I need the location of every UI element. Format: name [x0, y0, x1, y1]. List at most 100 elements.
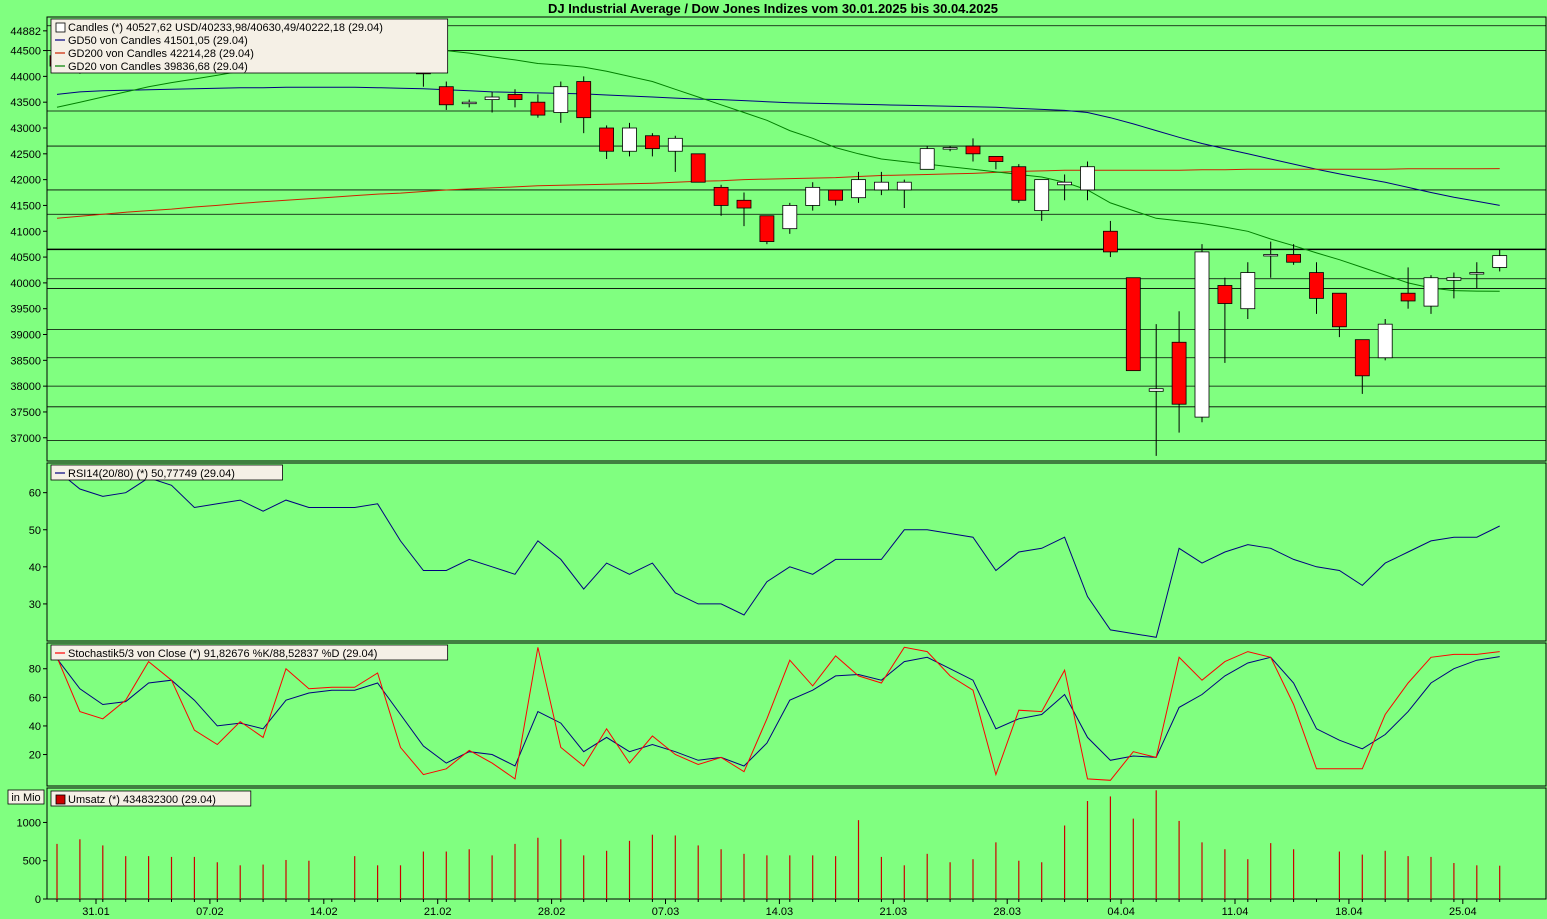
- candle-body: [599, 127, 614, 152]
- price-axis-tick-label: 40500: [10, 252, 41, 264]
- candle-body: [645, 135, 660, 150]
- candle-body: [438, 86, 454, 106]
- x-tick-label: 04.04: [1107, 906, 1135, 918]
- volume-legend-box: [50, 790, 252, 807]
- stoch-axis-tick-label: 60: [29, 692, 41, 704]
- candle-body: [1103, 230, 1118, 253]
- price-axis-tick-label: 44882: [10, 26, 41, 38]
- candle-body: [1263, 254, 1279, 257]
- candle-body: [942, 147, 958, 150]
- candle-body: [667, 137, 683, 152]
- price-axis-tick-label: 44500: [10, 46, 41, 58]
- candle-body: [553, 86, 569, 113]
- series-line-gd200: [56, 168, 1500, 219]
- series-line-stoch-d: [56, 656, 1500, 767]
- x-tick-label: 14.03: [766, 906, 794, 918]
- x-tick-label: 25.04: [1449, 906, 1477, 918]
- candle-body: [1057, 181, 1072, 186]
- candle-body: [576, 81, 592, 119]
- candle-body: [1194, 251, 1210, 418]
- candle-body: [1217, 285, 1233, 304]
- series-line-gd50: [56, 86, 1500, 206]
- price-axis-tick-label: 43500: [10, 97, 41, 109]
- candle-body: [851, 179, 866, 199]
- price-legend-entry: Candles (*) 40527,62 USD/40233,98/40630,…: [68, 22, 383, 34]
- candle-body: [782, 205, 798, 230]
- price-axis-tick-label: 37500: [10, 407, 41, 419]
- candle-body: [1354, 339, 1370, 377]
- x-tick-label: 28.02: [538, 906, 566, 918]
- candle-body: [1469, 272, 1485, 275]
- stoch-legend-box: [50, 644, 449, 661]
- candle-body: [484, 96, 500, 101]
- rsi-axis-tick-label: 30: [29, 599, 41, 611]
- chart-panels: [46, 16, 1547, 900]
- rsi-axis-tick-label: 50: [29, 525, 41, 537]
- price-axis-tick-label: 42500: [10, 149, 41, 161]
- panel-frame-3: [46, 787, 1547, 900]
- candle-body: [919, 148, 935, 170]
- x-tick-label: 07.03: [652, 906, 680, 918]
- x-tick-label: 14.02: [310, 906, 338, 918]
- candle-body: [1377, 323, 1393, 359]
- candle-body: [1240, 272, 1256, 310]
- candle-body: [759, 215, 775, 242]
- volume-legend-swatch: [55, 794, 66, 805]
- series-line-rsi: [56, 470, 1500, 638]
- volume-axis-tick-label: 0: [35, 894, 41, 906]
- x-tick-label: 11.04: [1222, 906, 1249, 918]
- volume-axis-tick-label: 1000: [17, 817, 41, 829]
- candle-body: [1148, 388, 1164, 392]
- candle-body: [1080, 166, 1095, 191]
- candle-body: [1332, 292, 1347, 328]
- candle-body: [896, 181, 912, 191]
- candle-body: [1034, 179, 1050, 212]
- panel-frame-1: [46, 462, 1547, 642]
- price-axis-tick-label: 43000: [10, 123, 41, 135]
- candle-body: [1446, 277, 1462, 281]
- price-axis-tick-label: 42000: [10, 175, 41, 187]
- candle-body: [1423, 277, 1439, 307]
- candle-body: [874, 181, 889, 191]
- stoch-axis-tick-label: 40: [29, 721, 41, 733]
- volume-unit-label: in Mio: [11, 792, 40, 804]
- chart-marks: [47, 25, 1546, 899]
- candle-body: [965, 145, 981, 155]
- candle-body: [805, 186, 821, 206]
- price-legend-entry: GD200 von Candles 42214,28 (29.04): [68, 48, 254, 60]
- x-tick-label: 21.03: [880, 906, 908, 918]
- panel-frame-0: [46, 16, 1547, 462]
- candle-body: [622, 127, 637, 152]
- candle-body: [530, 101, 546, 116]
- price-legend-entry: GD20 von Candles 39836,68 (29.04): [68, 61, 248, 73]
- candle-body: [461, 101, 477, 105]
- volume-axis-tick-label: 500: [23, 856, 41, 868]
- candle-body: [1309, 272, 1324, 299]
- price-axis-tick-label: 40000: [10, 278, 41, 290]
- candle-body: [1171, 341, 1187, 405]
- candle-body: [1125, 277, 1141, 372]
- x-tick-label: 18.04: [1335, 906, 1363, 918]
- candle-body: [988, 155, 1004, 162]
- x-tick-label: 07.02: [196, 906, 224, 918]
- price-legend-swatch: [55, 22, 66, 33]
- stoch-axis-tick-label: 80: [29, 664, 41, 676]
- price-axis-tick-label: 37000: [10, 433, 41, 445]
- candle-body: [1400, 292, 1416, 302]
- volume-unit-box: [7, 789, 45, 805]
- x-tick-label: 21.02: [424, 906, 452, 918]
- price-axis-tick-label: 39500: [10, 304, 41, 316]
- chart-title: DJ Industrial Average / Dow Jones Indize…: [548, 1, 998, 16]
- candle-body: [713, 186, 729, 206]
- chart-legends: Candles (*) 40527,62 USD/40233,98/40630,…: [7, 18, 449, 807]
- candle-body: [736, 199, 752, 209]
- price-legend-box: [50, 18, 449, 74]
- price-axis-tick-label: 41000: [10, 226, 41, 238]
- price-axis-tick-label: 41500: [10, 200, 41, 212]
- candle-body: [828, 189, 843, 201]
- price-axis-tick-label: 38500: [10, 355, 41, 367]
- candle-body: [690, 153, 706, 183]
- rsi-legend-entry: RSI14(20/80) (*) 50,77749 (29.04): [68, 468, 235, 480]
- candle-body: [1492, 255, 1508, 268]
